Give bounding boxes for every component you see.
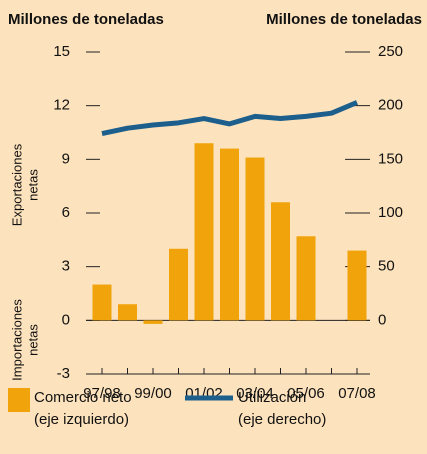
bar (296, 236, 316, 321)
y2-tick-label: 150 (378, 150, 403, 167)
line (101, 100, 358, 137)
y2-tick-label: 200 (378, 97, 403, 114)
y2-tick-label: 50 (378, 258, 395, 275)
bar (220, 148, 239, 321)
y-tick-label: 15 (53, 43, 70, 60)
legend-note: (eje derecho) (238, 411, 326, 428)
bar (169, 248, 188, 321)
bar (271, 202, 290, 321)
side-label: Exportaciones (9, 143, 24, 226)
y2-tick-label: 250 (378, 43, 403, 60)
side-label-top: Exportaciones netas (9, 143, 40, 226)
bar (347, 250, 367, 321)
bar (245, 157, 265, 321)
y-tick-label: -3 (57, 365, 70, 382)
bar (194, 143, 214, 321)
legend-label: Utilización (238, 389, 306, 406)
y-tick-label: 9 (62, 150, 70, 167)
x-tick-label: 99/00 (134, 385, 172, 402)
x-tick-label: 05/06 (287, 385, 325, 402)
y-tick-label: 0 (62, 311, 70, 328)
x-tick-label: 07/08 (338, 385, 376, 402)
legend-note: (eje izquierdo) (34, 411, 129, 428)
x-tick-label: 97/98 (83, 385, 121, 402)
side-label: Importaciones (9, 299, 24, 381)
y-tick-label: 12 (53, 97, 70, 114)
bar (92, 284, 112, 321)
y-axis-label-left: Millones de toneladas (8, 11, 164, 28)
legend-label: Comercio neto (34, 389, 132, 406)
side-label: netas (25, 169, 40, 201)
legend-swatch (8, 388, 30, 412)
side-label: netas (25, 324, 40, 356)
y-tick-label: 6 (62, 204, 70, 221)
x-tick-label: 03/04 (236, 385, 274, 402)
y2-tick-label: 0 (378, 311, 386, 328)
y-tick-label: 3 (62, 258, 70, 275)
bar (118, 304, 137, 321)
bar (143, 320, 163, 324)
y-axis-label-right: Millones de toneladas (266, 11, 422, 28)
y2-tick-label: 100 (378, 204, 403, 221)
side-label-bottom: Importaciones netas (9, 299, 40, 381)
